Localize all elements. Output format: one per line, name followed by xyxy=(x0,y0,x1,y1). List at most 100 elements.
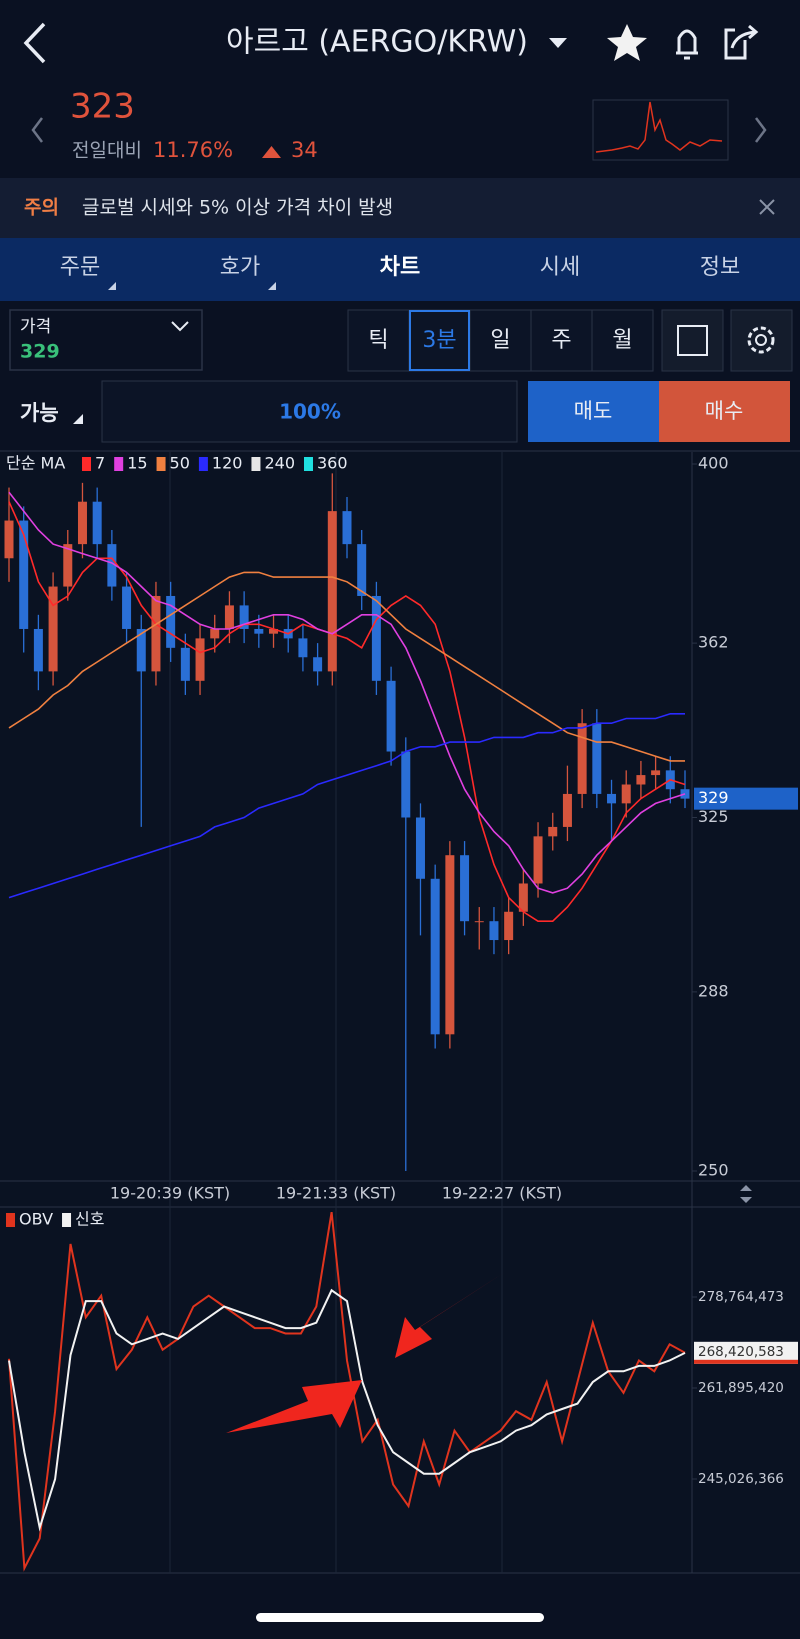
tab[interactable]: 주문 xyxy=(60,255,100,280)
last-value-marker xyxy=(694,1341,798,1364)
interval-selected xyxy=(409,310,470,371)
ratio-value: 100% xyxy=(279,400,341,424)
chart-area xyxy=(0,452,800,1574)
candle-body xyxy=(577,723,587,794)
warning-bar xyxy=(0,178,800,238)
mini-chart-frame xyxy=(592,99,729,161)
legend-label: 240 xyxy=(264,454,295,473)
y-tick-label: 400 xyxy=(698,454,729,473)
candle-body xyxy=(63,544,73,587)
price-select-label: 가격 xyxy=(20,317,51,337)
legend-label: 신호 xyxy=(75,1210,104,1229)
candle-body xyxy=(224,605,234,629)
candle-body xyxy=(504,911,514,941)
candle-body xyxy=(4,520,14,559)
price-select-value: 329 xyxy=(20,341,60,363)
legend-label: 7 xyxy=(95,454,105,473)
sell-button[interactable] xyxy=(528,381,659,442)
layout-button[interactable] xyxy=(661,309,724,372)
candle-body xyxy=(430,878,440,1035)
candle-body xyxy=(371,595,381,681)
last-value-marker-accent xyxy=(694,1359,798,1364)
buy-label: 매수 xyxy=(705,399,744,423)
legend-label: 360 xyxy=(317,454,348,473)
tab-sub-arrow xyxy=(268,282,276,290)
candle-body xyxy=(180,647,190,681)
candle-body xyxy=(166,595,176,648)
sell-label: 매도 xyxy=(574,399,613,423)
change-amount: 34 xyxy=(291,138,318,162)
settings-button[interactable] xyxy=(730,309,793,372)
annotation-arrow xyxy=(226,1380,362,1433)
ratio-box[interactable] xyxy=(101,380,518,443)
current-price: 323 xyxy=(70,87,135,127)
legend-swatch xyxy=(82,457,91,471)
y-tick-label: 278,764,473 xyxy=(698,1289,784,1305)
available-label[interactable]: 가능 xyxy=(20,401,59,425)
change-rate: 11.76% xyxy=(153,138,233,162)
interval-button[interactable] xyxy=(469,309,532,372)
legend-swatch xyxy=(114,457,124,471)
tab[interactable]: 시세 xyxy=(540,255,580,280)
candle-body xyxy=(136,628,146,672)
prev-coin[interactable] xyxy=(31,117,43,143)
tab[interactable]: 정보 xyxy=(700,255,740,280)
candle-body xyxy=(636,775,646,785)
candle-body xyxy=(269,628,279,634)
candle-body xyxy=(151,595,161,672)
legend-swatch xyxy=(304,457,313,471)
candle-body xyxy=(327,511,337,672)
indicator-line xyxy=(8,1288,686,1532)
ma-line xyxy=(8,491,686,894)
title-dropdown[interactable] xyxy=(549,38,567,48)
price-select[interactable] xyxy=(9,309,203,371)
share-icon[interactable] xyxy=(724,24,759,60)
last-value-label: 268,420,583 xyxy=(698,1344,784,1360)
legend-swatch xyxy=(198,457,208,471)
warning-label: 주의 xyxy=(24,197,59,219)
candle-body xyxy=(651,770,661,776)
tab[interactable]: 호가 xyxy=(220,255,260,280)
warning-close[interactable] xyxy=(759,199,775,215)
legend-swatch xyxy=(251,457,261,471)
back-button[interactable] xyxy=(23,22,46,64)
alarm-icon[interactable] xyxy=(676,29,698,60)
interval-label: 일 xyxy=(490,328,510,353)
title[interactable]: 아르고 (AERGO/KRW) xyxy=(226,25,528,60)
up-triangle xyxy=(262,146,281,158)
x-tick-label: 19-20:39 (KST) xyxy=(110,1184,230,1203)
candle-body xyxy=(210,628,220,639)
pane-resize[interactable] xyxy=(740,1185,752,1203)
current-price-label: 329 xyxy=(698,788,729,807)
candle-body xyxy=(239,605,249,629)
interval-label: 3분 xyxy=(422,328,456,353)
interval-button[interactable] xyxy=(347,309,410,372)
y-tick-label: 362 xyxy=(698,633,729,652)
tab-sub-arrow xyxy=(108,282,116,290)
mini-chart-line xyxy=(595,101,723,153)
ma-line xyxy=(8,501,686,922)
y-tick-label: 245,026,366 xyxy=(698,1471,784,1487)
settings-icon xyxy=(747,326,775,354)
x-tick-label: 19-22:27 (KST) xyxy=(442,1184,562,1203)
legend-label: 50 xyxy=(170,454,190,473)
ma-line xyxy=(8,713,685,899)
ma-line xyxy=(8,571,685,762)
candle-body xyxy=(298,638,308,658)
candle-body xyxy=(607,793,617,804)
candle-body xyxy=(460,855,470,922)
legend-swatch xyxy=(62,1213,72,1227)
buy-button[interactable] xyxy=(659,381,790,442)
candle-body xyxy=(445,855,455,1035)
legend-label: 120 xyxy=(212,454,243,473)
candle-body xyxy=(195,638,205,681)
candle-body xyxy=(474,921,484,923)
current-price-marker xyxy=(694,787,798,810)
available-arrow xyxy=(73,414,83,424)
favorite-icon[interactable] xyxy=(607,24,647,61)
layout-icon xyxy=(677,325,708,356)
tab[interactable]: 차트 xyxy=(380,255,420,280)
interval-button[interactable] xyxy=(591,309,654,372)
next-coin[interactable] xyxy=(755,117,767,143)
warning-message: 글로벌 시세와 5% 이상 가격 차이 발생 xyxy=(82,197,393,219)
